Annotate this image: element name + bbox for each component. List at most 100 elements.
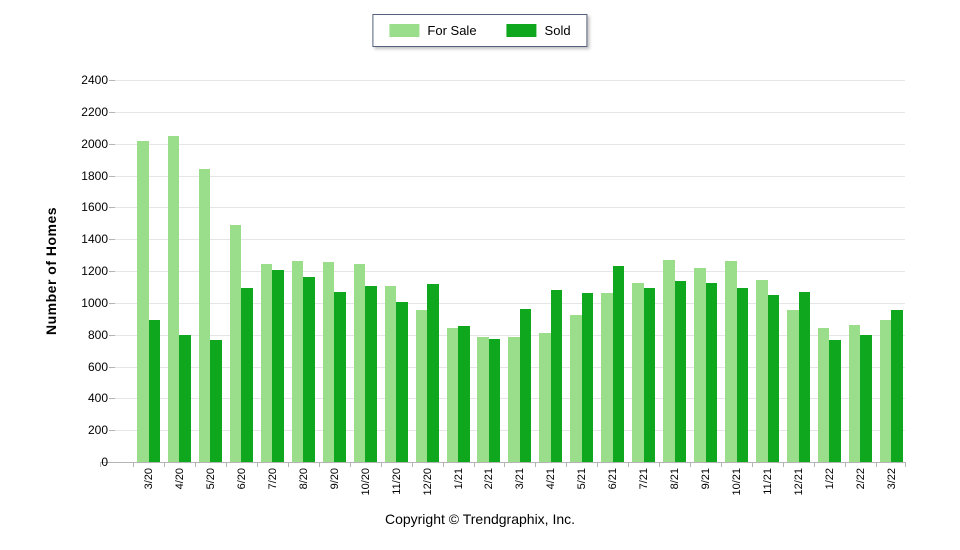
bar-for-sale-5/21 [570,314,582,462]
y-axis-tickmark [109,207,115,209]
y-tick-label: 0 [101,455,108,469]
x-axis-tickmark [100,463,101,467]
gridline [115,207,905,209]
x-tick-label: 4/21 [544,468,557,490]
x-axis-line [100,462,906,463]
y-tick-label: 1400 [81,232,108,247]
x-axis-tickmark [752,463,753,467]
bar-for-sale-9/20 [322,262,335,462]
x-axis-tickmark [566,463,567,467]
bar-group-7/21 [632,80,656,462]
bar-series [115,80,905,462]
bar-sold-6/20 [241,287,253,462]
x-axis-tickmark [905,463,906,467]
x-tick-label: 8/20 [297,468,310,490]
bar-for-sale-1/22 [817,327,830,462]
y-axis-tickmark [109,334,115,336]
x-tick-label: 4/20 [173,468,186,490]
y-tick-label: 200 [87,423,108,438]
bar-sold-3/22 [891,310,903,462]
bar-sold-11/20 [396,302,408,462]
bar-group-2/22 [848,80,872,462]
y-tick-label: 800 [87,327,108,342]
x-axis-tickmark [690,463,691,467]
bar-sold-12/20 [427,283,439,462]
y-tick-label: 1600 [81,200,108,215]
bar-group-7/20 [260,80,284,462]
x-axis-tickmark [133,463,134,467]
bar-sold-3/21 [519,309,532,462]
y-tick-label: 2000 [81,136,108,151]
bar-for-sale-3/20 [137,140,149,462]
bar-group-6/20 [229,80,253,462]
x-tick-label: 3/21 [513,468,526,490]
bar-group-1/22 [817,80,841,462]
bar-sold-3/20 [148,320,160,462]
bar-for-sale-7/21 [632,282,644,462]
bar-for-sale-5/20 [198,169,211,462]
x-tick-label: 12/20 [421,468,434,496]
y-tick-label: 400 [87,391,108,406]
x-axis-tickmark [876,463,877,467]
bar-for-sale-2/22 [848,325,861,462]
gridline [115,80,905,81]
bar-sold-4/21 [550,290,563,462]
bar-for-sale-6/21 [601,293,613,462]
x-tick-label: 7/21 [637,468,650,490]
legend-label: For Sale [427,23,477,38]
x-axis-tickmark [721,463,722,467]
bar-sold-10/21 [736,287,749,462]
x-tick-label: 9/20 [328,468,341,490]
bar-group-11/21 [756,80,780,462]
x-axis-tickmark [783,463,784,467]
bar-for-sale-8/20 [291,260,304,462]
x-axis-tickmark [659,463,660,467]
gridline [115,271,905,272]
x-tick-label: 5/21 [575,468,588,490]
bar-group-3/21 [508,80,532,462]
bar-group-8/20 [291,80,315,462]
bar-group-11/20 [384,80,408,462]
bar-for-sale-3/22 [879,320,892,462]
bar-for-sale-2/21 [477,337,489,462]
bar-sold-5/20 [210,340,222,462]
bar-group-3/20 [137,80,160,462]
bar-for-sale-11/21 [756,279,768,462]
x-tick-label: 10/20 [359,468,372,496]
bar-group-8/21 [663,80,687,462]
y-axis-tickmark [109,111,115,113]
y-axis-tickmark [109,366,115,368]
bar-sold-2/21 [488,339,501,462]
x-tick-label: 6/21 [606,468,619,490]
bar-group-2/21 [477,80,501,462]
bar-group-6/21 [601,80,625,462]
bar-sold-9/21 [705,282,718,462]
x-tick-label: 1/22 [823,468,836,490]
bar-group-10/21 [725,80,749,462]
x-axis-tickmark [350,463,351,467]
legend-swatch-icon [506,24,537,37]
x-tick-label: 12/21 [792,468,805,496]
x-axis-tickmark [535,463,536,467]
y-axis-tickmark [109,430,115,432]
x-axis-tickmark [845,463,846,467]
bar-sold-8/21 [674,280,687,462]
bar-group-4/20 [167,80,191,462]
y-tick-label: 600 [87,359,108,374]
bar-for-sale-10/20 [353,263,366,462]
y-axis-tickmark [109,398,115,400]
y-tick-label: 1800 [81,168,108,183]
y-axis-tickmark [109,80,115,81]
bar-for-sale-10/21 [725,261,737,462]
bar-group-9/21 [694,80,718,462]
bar-sold-12/21 [798,291,811,462]
legend-swatch-icon [389,24,420,37]
bar-for-sale-12/20 [415,310,428,462]
x-tick-label: 11/20 [390,468,403,495]
gridline [115,143,905,145]
bar-for-sale-4/20 [167,135,180,462]
bar-group-10/20 [353,80,377,462]
x-axis-tickmark [628,463,629,467]
x-tick-label: 1/21 [452,468,465,490]
